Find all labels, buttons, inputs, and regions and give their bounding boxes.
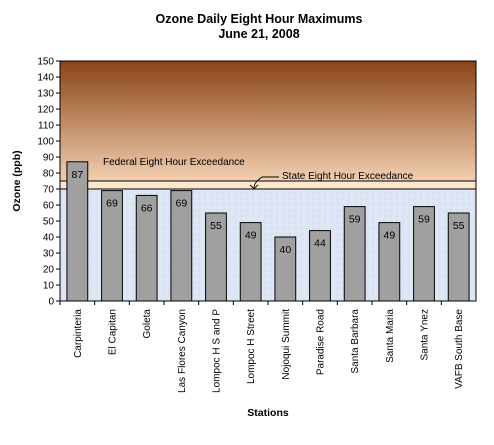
bar-value-label-0: 87 [71, 169, 83, 181]
state-exceedance-band [60, 181, 476, 189]
y-tick-label-12: 120 [37, 105, 54, 116]
y-tick-label-13: 130 [37, 89, 54, 100]
bar-value-label-8: 59 [349, 214, 361, 226]
normal-zone [60, 189, 476, 301]
y-tick-label-15: 150 [37, 57, 54, 68]
plot-background [60, 61, 476, 301]
y-tick-label-1: 10 [43, 281, 55, 292]
x-tick-label-2: Goleta [142, 309, 153, 339]
x-tick-label-1: El Capitan [108, 309, 119, 355]
y-tick-label-6: 60 [43, 201, 55, 212]
bar-value-label-6: 40 [279, 244, 291, 256]
x-tick-label-0: Carpinteria [73, 309, 84, 358]
x-tick-label-10: Santa Ynez [420, 309, 431, 361]
y-tick-label-0: 0 [48, 297, 54, 308]
y-tick-label-7: 70 [43, 185, 55, 196]
chart-title: Ozone Daily Eight Hour Maximums [156, 12, 363, 26]
bar-value-label-10: 59 [418, 214, 430, 226]
x-axis-title: Stations [247, 407, 289, 419]
x-tick-label-6: Nojoqui Summit [281, 309, 292, 380]
exceedance-zone [60, 61, 476, 181]
bar-value-label-2: 66 [141, 202, 153, 214]
y-tick-label-8: 80 [43, 169, 55, 180]
y-tick-label-10: 100 [37, 137, 54, 148]
y-tick-label-5: 50 [43, 217, 55, 228]
bar-value-label-9: 49 [383, 230, 395, 242]
state-threshold-callout [253, 176, 279, 188]
x-tick-label-11: VAFB South Base [454, 309, 465, 389]
bar-value-label-5: 49 [245, 230, 257, 242]
x-tick-label-4: Lompoc H S and P [212, 309, 223, 393]
x-tick-label-8: Santa Barbara [350, 309, 361, 374]
x-tick-label-3: Las Flores Canyon [177, 309, 188, 393]
x-tick-label-9: Santa Maria [385, 309, 396, 363]
y-tick-label-9: 90 [43, 153, 55, 164]
x-tick-label-7: Paradise Road [316, 309, 327, 375]
y-tick-label-3: 30 [43, 249, 55, 260]
bar-value-label-1: 69 [106, 198, 118, 210]
bar-value-label-7: 44 [314, 238, 326, 250]
bar-0 [66, 161, 89, 302]
y-tick-label-11: 110 [38, 121, 54, 132]
bar-value-label-11: 55 [453, 220, 465, 232]
y-axis-ticks: 0 10 20 30 40 50 60 70 80 90 100 110 120 130 140 150 [37, 57, 60, 308]
x-axis-categories: Carpinteria El Capitan Goleta Las Flores Ca… [59, 301, 465, 393]
y-axis-title: Ozone (ppb) [11, 150, 23, 211]
chart-subtitle: June 21, 2008 [218, 27, 299, 41]
state-threshold-arrowhead [249, 184, 259, 190]
bar-value-label-3: 69 [175, 198, 187, 210]
bar-series: 87 69 66 69 55 49 40 44 59 49 59 55 [66, 161, 470, 302]
state-threshold-label: State Eight Hour Exceedance [282, 171, 414, 182]
y-tick-label-4: 40 [43, 233, 55, 244]
threshold-lines: Federal Eight Hour Exceedance State Eight… [60, 157, 476, 190]
x-tick-label-5: Lompoc H Street [246, 309, 257, 384]
y-tick-label-14: 140 [37, 73, 54, 84]
y-tick-label-2: 20 [43, 265, 55, 276]
bar-value-label-4: 55 [210, 220, 222, 232]
federal-threshold-label: Federal Eight Hour Exceedance [103, 157, 245, 168]
